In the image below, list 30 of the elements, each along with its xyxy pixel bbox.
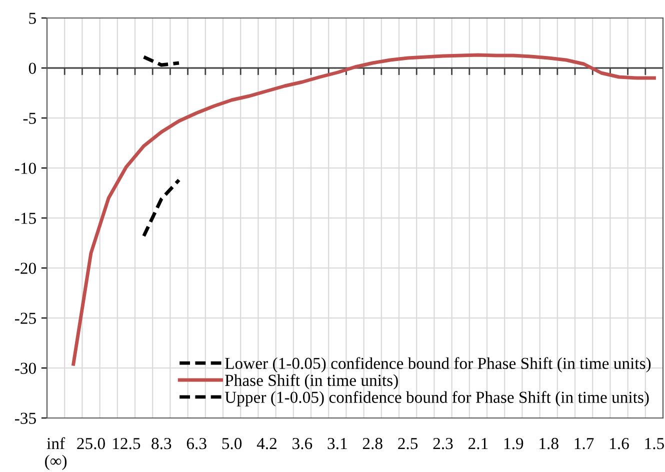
x-tick-label: 6.3 (186, 438, 206, 450)
x-tick-label: 1.6 (610, 438, 629, 450)
x-tick-label: 2.5 (398, 438, 418, 450)
y-tick-label: 0 (28, 62, 36, 74)
x-tick-label: 3.1 (328, 438, 347, 450)
x-tick-label: 5.0 (222, 438, 242, 450)
x-tick-label: 8.3 (152, 438, 172, 450)
x-tick-label: 12.5 (113, 438, 140, 450)
y-tick-label: 5 (29, 12, 36, 24)
y-tick-label: -15 (14, 212, 36, 224)
x-tick-label: 4.2 (256, 438, 276, 450)
x-tick-label: 25.0 (77, 438, 105, 450)
legend-label: Upper (1-0.05) confidence bound for Phase Shift (in time units) (224, 391, 649, 406)
y-tick-label: -10 (14, 162, 36, 174)
y-tick-label: -35 (14, 412, 36, 424)
legend-label: Phase Shift (in time units) (225, 374, 398, 390)
x-tick-label: 1.5 (645, 438, 664, 450)
legend-label: Lower (1-0.05) confidence bound for Phase Shift (in time units) (225, 357, 651, 372)
x-tick-label: 1.8 (540, 438, 558, 450)
y-tick-label: -30 (14, 362, 36, 374)
x-tick-label: 2.3 (433, 438, 453, 450)
x-tick-label: inf (∞) (45, 437, 67, 470)
x-tick-label: 1.7 (574, 438, 594, 450)
x-tick-label: 3.6 (292, 438, 312, 450)
y-tick-label: -20 (14, 262, 36, 274)
y-tick-label: -25 (14, 312, 36, 324)
x-tick-label: 2.8 (362, 438, 382, 450)
x-tick-label: 1.9 (504, 438, 524, 450)
x-tick-label: 2.1 (468, 438, 488, 450)
y-tick-label: -5 (23, 112, 36, 124)
